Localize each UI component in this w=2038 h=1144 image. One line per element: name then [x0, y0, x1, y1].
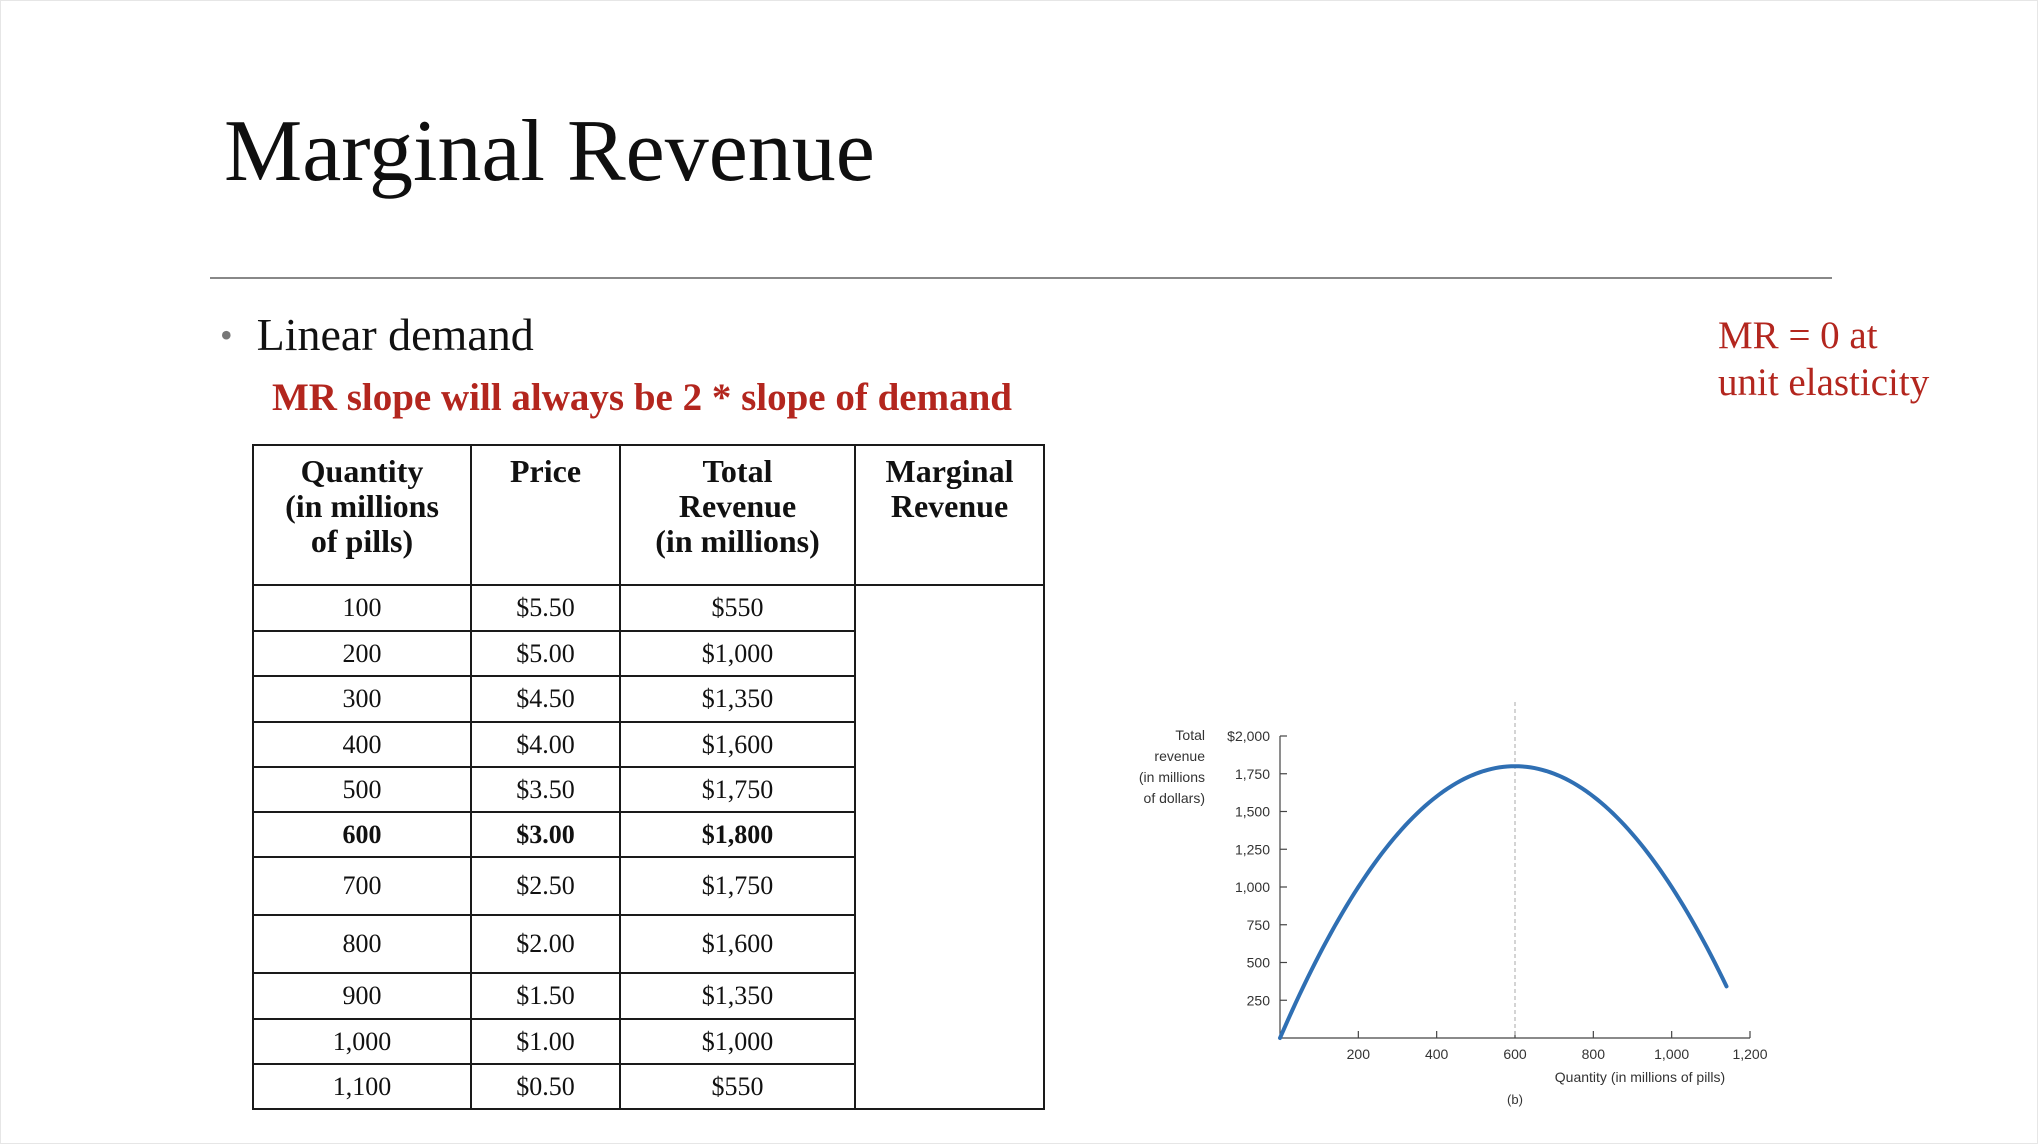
x-tick-label: 400 [1425, 1046, 1449, 1062]
total-revenue-cell: $550 [619, 584, 856, 632]
y-tick-label: 1,000 [1235, 879, 1270, 895]
quantity-cell: 400 [252, 721, 472, 768]
header-line: (in millions [285, 488, 439, 524]
price-cell: $3.50 [470, 766, 621, 813]
mr-slope-note: MR slope will always be 2 * slope of dem… [272, 376, 1012, 419]
table-row: 900 $1.50 $1,350 [252, 972, 1044, 1020]
table-row: 700 $2.50 $1,750 [252, 856, 1044, 916]
header-price: Price [470, 444, 621, 586]
total-revenue-cell: $1,750 [619, 856, 856, 916]
quantity-cell: 200 [252, 630, 472, 677]
y-tick-label: 250 [1247, 992, 1271, 1008]
price-cell: $1.00 [470, 1018, 621, 1065]
x-tick-label: 1,200 [1732, 1046, 1767, 1062]
y-tick-label: 750 [1247, 917, 1271, 933]
total-revenue-cell: $1,600 [619, 721, 856, 768]
marginal-revenue-cell [854, 584, 1045, 1110]
total-revenue-cell: $1,600 [619, 914, 856, 974]
total-revenue-cell: $1,000 [619, 630, 856, 677]
bullet-dot-icon: • [220, 315, 233, 356]
y-tick-label: $2,000 [1227, 728, 1270, 744]
quantity-cell: 300 [252, 675, 472, 723]
side-note-line: MR = 0 at [1718, 314, 1878, 357]
quantity-cell: 900 [252, 972, 472, 1020]
total-revenue-cell: $550 [619, 1063, 856, 1110]
table-row: 100 $5.50 $550 [252, 584, 1045, 1110]
header-line: (in millions) [655, 523, 820, 559]
slide-title: Marginal Revenue [224, 103, 875, 200]
y-axis-label: of dollars) [1144, 790, 1205, 806]
y-tick-label: 1,500 [1235, 804, 1270, 820]
revenue-table: Quantity (in millions of pills) Price To… [252, 444, 1045, 1110]
y-tick-label: 1,250 [1235, 841, 1270, 857]
table-header-row: Quantity (in millions of pills) Price To… [252, 444, 1045, 586]
header-line: of pills) [310, 523, 414, 559]
header-line: Revenue [678, 488, 797, 524]
table-row: 1,100 $0.50 $550 [252, 1063, 1044, 1110]
price-cell: $3.00 [470, 811, 621, 858]
x-tick-label: 600 [1503, 1046, 1527, 1062]
x-tick-label: 1,000 [1654, 1046, 1689, 1062]
header-quantity: Quantity (in millions of pills) [252, 444, 472, 586]
price-cell: $2.50 [470, 856, 621, 916]
quantity-cell: 800 [252, 914, 472, 974]
quantity-cell: 1,100 [252, 1063, 472, 1110]
y-axis-label: revenue [1154, 748, 1205, 764]
header-line: Quantity [300, 453, 424, 489]
header-marginal-revenue: Marginal Revenue [854, 444, 1045, 586]
quantity-cell: 500 [252, 766, 472, 813]
table-row: 600 $3.00 $1,800 [252, 811, 1044, 858]
total-revenue-chart: 250 500 750 1,000 1,250 1,500 1,750 $2,000 200 40… [1139, 702, 1768, 1107]
title-divider [210, 277, 1832, 279]
header-line: Price [509, 453, 582, 489]
header-line: Revenue [890, 488, 1009, 524]
price-cell: $0.50 [470, 1063, 621, 1110]
x-tick-label: 800 [1582, 1046, 1606, 1062]
price-cell: $4.50 [470, 675, 621, 723]
header-line: Marginal [885, 453, 1014, 489]
x-axis-label: Quantity (in millions of pills) [1555, 1069, 1725, 1085]
table-row: 200 $5.00 $1,000 [252, 630, 1044, 677]
y-tick-label: 1,750 [1235, 766, 1270, 782]
chart-caption: (b) [1507, 1092, 1523, 1107]
side-note-line: unit elasticity [1718, 361, 1930, 404]
total-revenue-cell: $1,000 [619, 1018, 856, 1065]
total-revenue-cell: $1,350 [619, 675, 856, 723]
table-row: 800 $2.00 $1,600 [252, 914, 1044, 974]
y-axis-label: Total [1175, 727, 1205, 743]
total-revenue-cell: $1,750 [619, 766, 856, 813]
quantity-cell: 100 [252, 584, 472, 632]
total-revenue-cell: $1,800 [619, 811, 856, 858]
y-tick-label: 500 [1247, 955, 1271, 971]
x-tick-label: 200 [1347, 1046, 1371, 1062]
price-cell: $5.50 [470, 584, 621, 632]
header-line: Total [702, 453, 773, 489]
table-row: 300 $4.50 $1,350 [252, 675, 1044, 723]
quantity-cell: 700 [252, 856, 472, 916]
unit-elasticity-note: MR = 0 at unit elasticity [1718, 312, 1929, 406]
table-row: 1,000 $1.00 $1,000 [252, 1018, 1044, 1065]
price-cell: $5.00 [470, 630, 621, 677]
table-row: 500 $3.50 $1,750 [252, 766, 1044, 813]
header-total-revenue: Total Revenue (in millions) [619, 444, 856, 586]
table-row: 400 $4.00 $1,600 [252, 721, 1044, 768]
quantity-cell: 1,000 [252, 1018, 472, 1065]
total-revenue-curve [1278, 764, 1729, 1040]
price-cell: $1.50 [470, 972, 621, 1020]
bullet-linear-demand: • Linear demand [220, 312, 534, 358]
price-cell: $2.00 [470, 914, 621, 974]
bullet-text: Linear demand [256, 309, 534, 360]
y-axis-label: (in millions [1139, 769, 1205, 785]
price-cell: $4.00 [470, 721, 621, 768]
quantity-cell: 600 [252, 811, 472, 858]
table-body: 100 $5.50 $550 200 $5.00 $1,000 300 $4.50 $1,350… [252, 584, 1045, 1110]
total-revenue-cell: $1,350 [619, 972, 856, 1020]
